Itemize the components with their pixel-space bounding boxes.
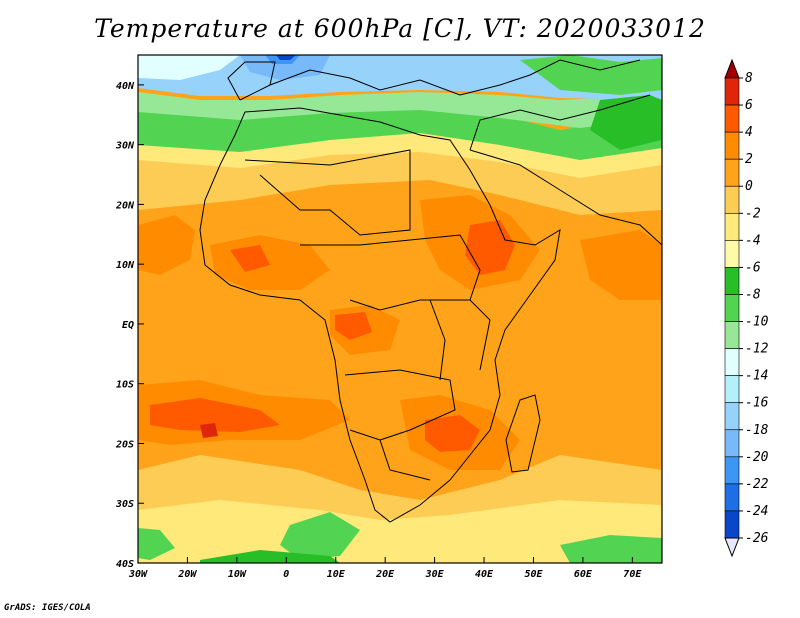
lon-tick-label: 10W (228, 569, 247, 580)
hottest-spot-atl (200, 423, 218, 438)
colorbar-overflow-low (724, 537, 740, 558)
hottest-south-atlantic (150, 398, 280, 432)
colorbar-swatch (724, 212, 740, 241)
colorbar-swatch (724, 429, 740, 458)
colorbar-swatch (724, 185, 740, 214)
field-north-lightyellow (138, 130, 662, 178)
colorbar-swatch (724, 483, 740, 512)
lon-tick-label: 40E (475, 569, 494, 580)
colorbar-label: -12 (745, 342, 769, 357)
lat-tick-label: 30S (115, 499, 134, 510)
lat-tick-label: EQ (122, 320, 134, 331)
field-north-darkblue (276, 55, 296, 60)
lon-tick-label: 0 (283, 569, 289, 580)
colorbar-label: -14 (745, 369, 768, 384)
colorbar-swatch (724, 240, 740, 268)
lon-tick-label: 20W (177, 569, 197, 580)
colorbar-label: -10 (745, 315, 769, 330)
colorbar-swatch (724, 375, 740, 404)
colorbar: 8 6 4 2 0 -2 -4 -6 -8 -10 -12 -14 -16 -18 -20 -22 -24 -26 (724, 58, 769, 558)
colorbar-overflow-high (724, 58, 740, 79)
lon-tick-label: 50E (524, 569, 543, 580)
lat-tick-label: 20S (115, 439, 134, 450)
hottest-gabon (335, 312, 372, 340)
colorbar-swatch (724, 294, 740, 322)
field-south-lime (200, 550, 340, 563)
hot-west-atlantic (138, 215, 195, 275)
field-south-green (280, 512, 360, 560)
border-central (300, 234, 481, 311)
field-north-lightgreen (138, 92, 662, 128)
colorbar-label: -4 (745, 233, 761, 248)
field-south-green-2 (138, 528, 175, 560)
field-south-green-3 (560, 535, 662, 563)
colorbar-label: 8 (745, 71, 753, 86)
border-sahara (244, 149, 411, 236)
border-south (344, 369, 456, 481)
lat-tick-label: 40S (116, 559, 134, 570)
africa-coastline (199, 107, 561, 523)
colorbar-label: -16 (745, 396, 769, 411)
lon-tick-label: 20E (375, 569, 395, 580)
field-north-greenpatch (520, 55, 662, 95)
lat-tick-label: 10S (116, 380, 134, 391)
field-north-greenpatch-2 (590, 95, 662, 150)
colorbar-swatch (724, 267, 740, 295)
hot-east-ocean (580, 230, 662, 300)
colorbar-label: -6 (745, 260, 761, 275)
plot-frame (137, 54, 663, 564)
colorbar-swatch (724, 104, 740, 133)
hottest-zimbabwe (425, 415, 480, 452)
colorbar-label: 0 (745, 179, 753, 194)
credit-text: GrADS: IGES/COLA (4, 603, 91, 613)
coastlines-borders (199, 59, 662, 523)
lat-tick-label: 40N (116, 81, 135, 92)
colorbar-swatch (724, 402, 740, 431)
colorbar-label: -18 (745, 423, 769, 438)
colorbar-label: 6 (745, 98, 753, 113)
colorbar-label: -24 (745, 504, 768, 519)
lon-tick-label: 10E (327, 569, 346, 580)
madagascar (505, 394, 541, 473)
lat-tick-label: 30N (115, 141, 135, 152)
colorbar-label: -2 (745, 206, 761, 221)
lat-tick-label: 10N (116, 260, 135, 271)
lat-tick-label: 20N (115, 200, 135, 211)
colorbar-label: 2 (745, 152, 753, 167)
field-north-green (138, 105, 662, 160)
colorbar-label: -22 (745, 477, 769, 492)
colorbar-swatch (724, 510, 740, 539)
field-north-blue (240, 55, 330, 80)
temperature-field (138, 55, 662, 563)
colorbar-label: -8 (745, 287, 761, 302)
colorbar-swatch (724, 456, 740, 485)
lon-tick-label: 30E (425, 569, 445, 580)
iberia (227, 61, 276, 101)
colorbar-swatch (724, 131, 740, 160)
lon-tick-label: 30W (128, 569, 148, 580)
map-title: Temperature at 600hPa [C], VT: 202003301… (94, 14, 706, 43)
lon-tick-label: 60E (574, 569, 593, 580)
axes: 30W 20W 10W 0 10E 20E 30E 40E 50E 60E 70E 40N 30N 20N… (115, 81, 642, 580)
hottest-westafrica (230, 245, 270, 272)
lon-tick-label: 70E (623, 569, 642, 580)
europe-coast (239, 59, 641, 101)
colorbar-label: -20 (745, 450, 769, 465)
field-north-cyan (138, 55, 240, 80)
colorbar-swatch (724, 348, 740, 376)
colorbar-swatch (724, 77, 740, 106)
border-east (429, 299, 491, 381)
colorbar-swatch (724, 158, 740, 187)
field-south-band-2 (138, 500, 662, 563)
arabia (469, 94, 662, 246)
colorbar-label: -26 (745, 531, 769, 546)
colorbar-swatch (724, 321, 740, 349)
colorbar-label: 4 (745, 125, 753, 140)
